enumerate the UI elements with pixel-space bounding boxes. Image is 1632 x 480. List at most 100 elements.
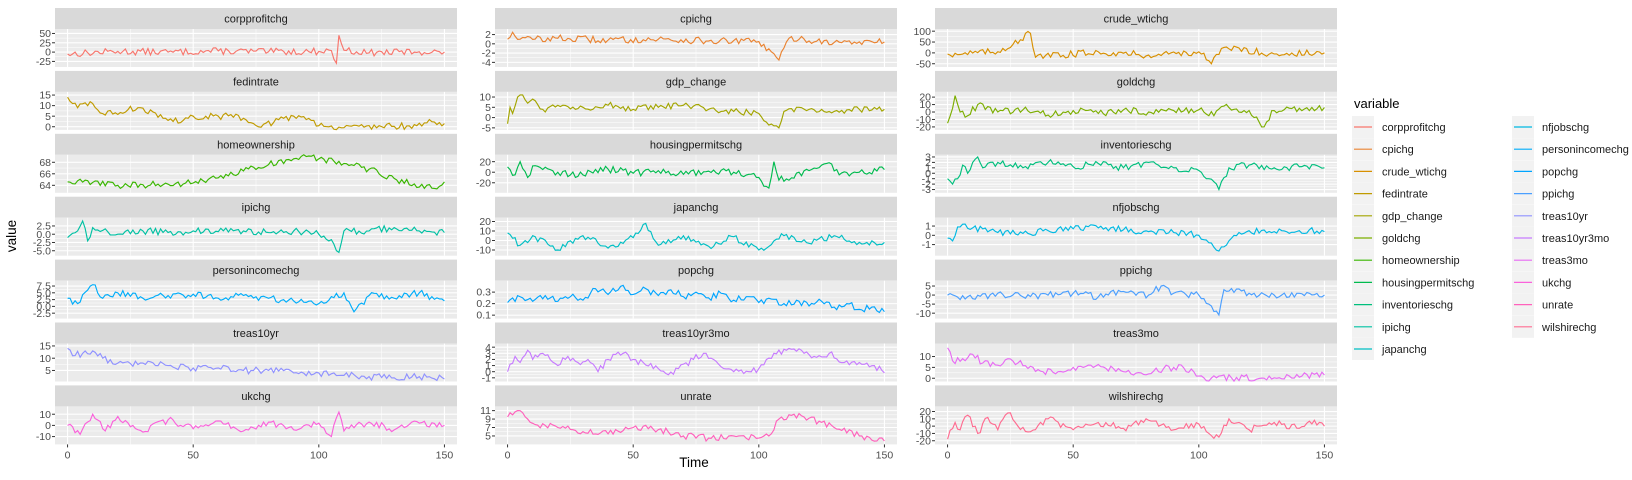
legend-label: wilshirechg	[1541, 322, 1596, 334]
y-tick-label: 0	[485, 112, 491, 124]
legend-item-unrate: unrate	[1512, 293, 1573, 316]
y-axis-title: value	[4, 220, 19, 252]
legend-item-gdp_change: gdp_change	[1352, 204, 1443, 227]
facet-strip	[495, 322, 897, 344]
series-line-ipichg	[67, 219, 445, 254]
facet-strip	[55, 322, 457, 344]
x-tick-label: 150	[436, 449, 454, 461]
facet-strip-label: treas10yr	[233, 328, 279, 340]
y-tick-label: 5	[925, 281, 931, 293]
x-axis-title: Time	[679, 455, 709, 470]
y-tick-label: 10	[479, 226, 491, 238]
y-tick-label: -25	[36, 56, 51, 68]
y-tick-label: 3	[485, 348, 491, 360]
facet-strip	[55, 133, 457, 155]
facet-strip-label: crude_wtichg	[1104, 14, 1169, 26]
y-tick-label: -20	[916, 435, 931, 447]
y-tick-label: 0	[925, 168, 931, 180]
series-line-goldchg	[947, 95, 1325, 128]
y-tick-label: 50	[39, 28, 51, 40]
y-tick-label: 0	[925, 47, 931, 59]
series-line-housingpermitschg	[507, 160, 885, 189]
y-tick-label: 15	[39, 341, 51, 353]
y-tick-label: 20	[479, 216, 491, 228]
legend-label: ppichg	[1542, 189, 1574, 201]
legend-item-treas3mo: treas3mo	[1512, 249, 1588, 272]
y-tick-label: 100	[913, 26, 931, 38]
legend-label: cpichg	[1382, 144, 1414, 156]
facet-strip	[495, 196, 897, 218]
y-tick-label: 0.1	[476, 310, 491, 322]
legend-label: treas3mo	[1542, 255, 1588, 267]
series-line-gdp_change	[506, 94, 885, 129]
legend-item-treas10yr: treas10yr	[1512, 204, 1588, 227]
legend-item-homeownership: homeownership	[1352, 249, 1460, 272]
legend-label: inventorieschg	[1382, 300, 1453, 312]
y-tick-label: 0	[925, 230, 931, 242]
legend-item-corpprofitchg: corpprofitchg	[1352, 116, 1446, 138]
legend-item-inventorieschg: inventorieschg	[1352, 293, 1453, 316]
legend-label: unrate	[1542, 300, 1573, 312]
y-tick-label: -50	[916, 58, 931, 70]
legend-item-cpichg: cpichg	[1352, 138, 1414, 161]
facet-strip	[55, 70, 457, 92]
y-tick-label: 2	[485, 29, 491, 41]
y-tick-label: 68	[39, 157, 51, 169]
y-tick-label: 0	[45, 420, 51, 432]
legend-label: homeownership	[1382, 255, 1460, 267]
facet-strip-label: japanchg	[673, 202, 719, 214]
facet-strip-label: nfjobschg	[1112, 202, 1159, 214]
series-line-japanchg	[507, 222, 885, 251]
y-tick-label: 10	[39, 100, 51, 112]
y-tick-label: 0.0	[36, 301, 51, 313]
legend-title: variable	[1354, 96, 1400, 111]
facet-strip	[495, 133, 897, 155]
legend-item-wilshirechg: wilshirechg	[1512, 315, 1596, 338]
y-tick-label: 9	[485, 414, 491, 426]
facet-strip	[495, 259, 897, 281]
y-tick-label: 0	[45, 47, 51, 59]
facet-strip-label: ukchg	[241, 391, 270, 403]
legend-item-personincomechg: personincomechg	[1512, 138, 1629, 161]
legend: variable corpprofitchg cpichg crude_wtichg…	[1352, 96, 1629, 360]
series-line-unrate	[507, 410, 885, 443]
legend-label: popchg	[1542, 166, 1578, 178]
facet-strip	[495, 70, 897, 92]
x-tick-label: 50	[1067, 449, 1079, 461]
x-tick-label: 100	[310, 449, 328, 461]
y-tick-label: -5	[922, 299, 931, 311]
legend-item-ukchg: ukchg	[1512, 271, 1571, 294]
series-line-ukchg	[67, 410, 445, 438]
y-tick-label: -2.5	[33, 308, 51, 320]
y-tick-label: -4	[482, 57, 491, 69]
x-tick-label: 50	[187, 449, 199, 461]
facet-ppichg: ppichg -10-505	[916, 259, 1337, 320]
y-tick-label: 0.2	[476, 298, 491, 310]
y-tick-label: 4	[485, 342, 491, 354]
facet-cpichg: cpichg -4-202	[482, 8, 897, 69]
y-tick-label: -20	[916, 122, 931, 134]
y-tick-label: 10	[39, 353, 51, 365]
legend-item-goldchg: goldchg	[1352, 227, 1421, 249]
y-tick-label: 50	[919, 37, 931, 49]
y-tick-label: 5.0	[36, 287, 51, 299]
y-tick-label: 0	[925, 421, 931, 433]
y-tick-label: -2	[922, 179, 931, 191]
y-tick-label: -2.5	[33, 237, 51, 249]
y-tick-label: 15	[39, 90, 51, 102]
legend-item-ipichg: ipichg	[1352, 315, 1411, 338]
facet-strip-label: wilshirechg	[1108, 391, 1163, 403]
x-axes: 0 50 100 150 0 50 100 150 0 50 100 150	[65, 444, 1333, 461]
y-tick-label: 2.5	[36, 221, 51, 233]
y-tick-label: 0	[485, 38, 491, 50]
y-tick-label: -5.0	[33, 245, 51, 257]
